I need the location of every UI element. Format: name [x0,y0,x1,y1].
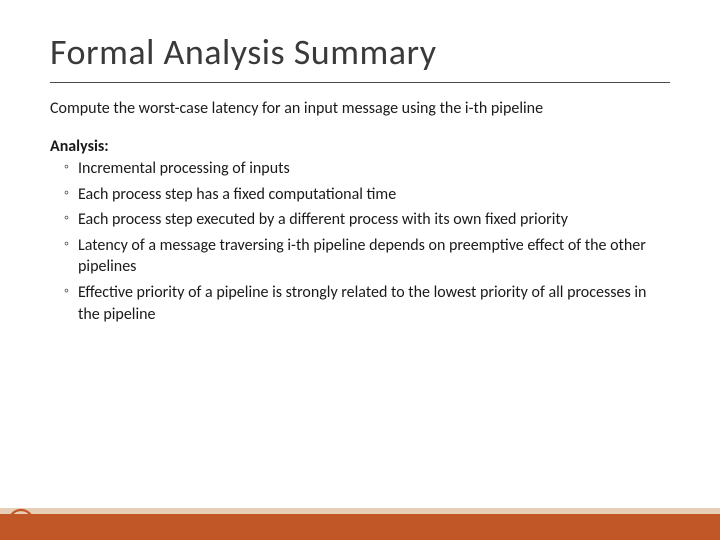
bullet-list: Incremental processing of inputs Each pr… [50,158,670,325]
logo-icon [6,507,36,537]
list-item: Each process step has a fixed computatio… [64,184,670,206]
list-item: Effective priority of a pipeline is stro… [64,282,670,325]
slide-title: Formal Analysis Summary [50,30,670,83]
slide: Formal Analysis Summary Compute the wors… [0,0,720,540]
analysis-label: Analysis: [50,137,670,156]
list-item: Incremental processing of inputs [64,158,670,180]
list-item: Each process step executed by a differen… [64,209,670,231]
slide-subtitle: Compute the worst-case latency for an in… [50,99,670,119]
list-item: Latency of a message traversing i-th pip… [64,235,670,278]
footer-bar [0,506,720,540]
footer-orange-strip [0,514,720,540]
